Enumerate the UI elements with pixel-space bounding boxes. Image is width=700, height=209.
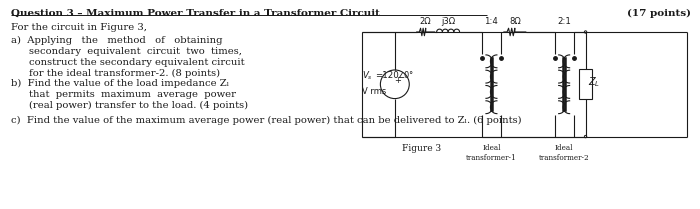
Text: construct the secondary equivalent circuit: construct the secondary equivalent circu…	[29, 58, 245, 67]
Text: Figure 3: Figure 3	[402, 144, 441, 153]
Text: For the circuit in Figure 3,: For the circuit in Figure 3,	[11, 23, 147, 32]
Text: j3Ω: j3Ω	[441, 17, 455, 25]
Text: 1:4: 1:4	[484, 17, 498, 25]
Text: =120: =120	[375, 71, 399, 80]
Text: V rms: V rms	[362, 87, 386, 96]
Text: (17 points): (17 points)	[626, 9, 691, 18]
Text: (real power) transfer to the load. (4 ​points): (real power) transfer to the load. (4 ​p…	[29, 101, 248, 110]
Text: 2Ω: 2Ω	[420, 17, 431, 25]
Bar	[579, 69, 592, 99]
Text: Question 3 – Maximum Power Transfer in a Transformer Circuit: Question 3 – Maximum Power Transfer in a…	[11, 9, 380, 18]
Text: Ideal
transformer-2: Ideal transformer-2	[539, 144, 589, 162]
Text: ∠0°: ∠0°	[398, 71, 414, 80]
Text: Ideal
transformer-1: Ideal transformer-1	[466, 144, 517, 162]
Text: 2:1: 2:1	[557, 17, 571, 25]
Circle shape	[584, 31, 587, 33]
Text: that  permits  maximum  average  power: that permits maximum average power	[29, 90, 237, 99]
Text: a)  Applying   the   method   of   obtaining: a) Applying the method of obtaining	[11, 36, 223, 45]
Text: b)  Find the value of the load impedance Zₗ: b) Find the value of the load impedance …	[11, 79, 230, 88]
Text: 8Ω: 8Ω	[509, 17, 521, 25]
Text: secondary  equivalent  circuit  two  times,: secondary equivalent circuit two times,	[29, 47, 242, 56]
Text: $V_s$: $V_s$	[362, 69, 373, 82]
Text: +: +	[394, 76, 401, 85]
Text: c)  Find the value of the maximum average power (real power) that can be deliver: c) Find the value of the maximum average…	[11, 116, 522, 125]
Text: $Z_L$: $Z_L$	[587, 75, 600, 89]
Circle shape	[584, 135, 587, 138]
Text: for the ideal transformer-2. (8 ​points): for the ideal transformer-2. (8 ​points)	[29, 69, 221, 78]
